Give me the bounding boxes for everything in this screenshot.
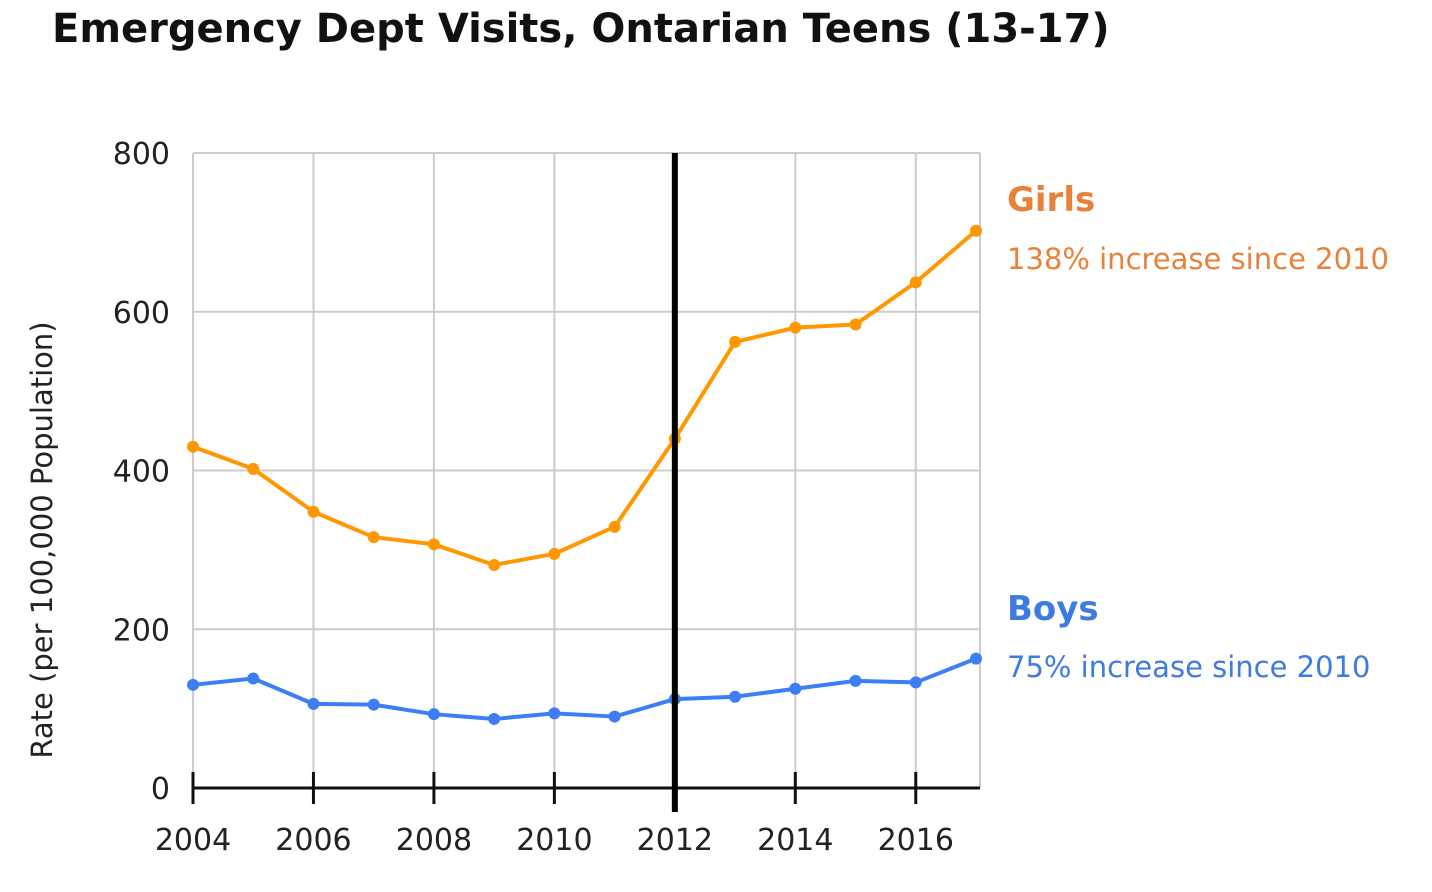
data-point-girls: [367, 531, 380, 544]
data-point-boys: [427, 708, 440, 721]
legend-girls-note: 138% increase since 2010: [1007, 242, 1389, 276]
chart-title: Emergency Dept Visits, Ontarian Teens (1…: [52, 6, 1110, 52]
legend-boys-note: 75% increase since 2010: [1007, 650, 1371, 684]
y-tick-label: 800: [113, 137, 170, 172]
series-line-girls: [191, 228, 978, 567]
y-tick-label: 600: [113, 296, 170, 331]
data-point-boys: [247, 672, 260, 685]
data-point-girls: [789, 321, 802, 334]
data-point-girls: [488, 558, 501, 571]
legend-girls-name: Girls: [1007, 180, 1096, 220]
data-point-girls: [608, 520, 621, 533]
data-point-boys: [488, 712, 501, 725]
data-point-boys: [909, 676, 922, 689]
data-point-girls: [548, 547, 561, 560]
data-point-girls: [729, 335, 742, 348]
data-point-boys: [608, 710, 621, 723]
data-point-boys: [970, 652, 982, 665]
grid: [193, 152, 981, 788]
x-tick-label: 2008: [396, 823, 472, 858]
x-tick-label: 2012: [637, 823, 713, 858]
data-point-boys: [849, 674, 862, 687]
x-tick-label: 2016: [878, 823, 954, 858]
y-tick-label: 200: [113, 613, 170, 648]
x-tick-label: 2010: [516, 823, 592, 858]
x-tick-label: 2014: [757, 823, 833, 858]
data-point-boys: [367, 698, 380, 711]
data-point-boys: [187, 678, 199, 691]
data-point-girls: [247, 462, 260, 475]
data-point-girls: [909, 276, 922, 289]
y-tick-label: 400: [113, 455, 170, 490]
tick-labels: 0 200 400 600 800 2004 2006 2008 2010 2012 2014 201…: [113, 137, 954, 858]
series-layer: [187, 224, 982, 725]
data-point-boys: [307, 697, 320, 710]
data-point-girls: [427, 538, 440, 551]
data-point-girls: [187, 440, 199, 453]
data-point-boys: [789, 682, 802, 695]
data-point-girls: [849, 318, 862, 331]
y-axis-label: Rate (per 100,000 Population): [25, 321, 59, 758]
data-point-girls: [970, 224, 982, 237]
data-point-girls: [307, 505, 320, 518]
x-tick-label: 2004: [155, 823, 231, 858]
series-line-boys: [191, 656, 978, 721]
data-point-boys: [729, 690, 742, 703]
data-point-boys: [548, 707, 561, 720]
x-tick-label: 2006: [275, 823, 351, 858]
y-tick-label: 0: [151, 772, 170, 807]
legend-boys-name: Boys: [1007, 589, 1099, 629]
